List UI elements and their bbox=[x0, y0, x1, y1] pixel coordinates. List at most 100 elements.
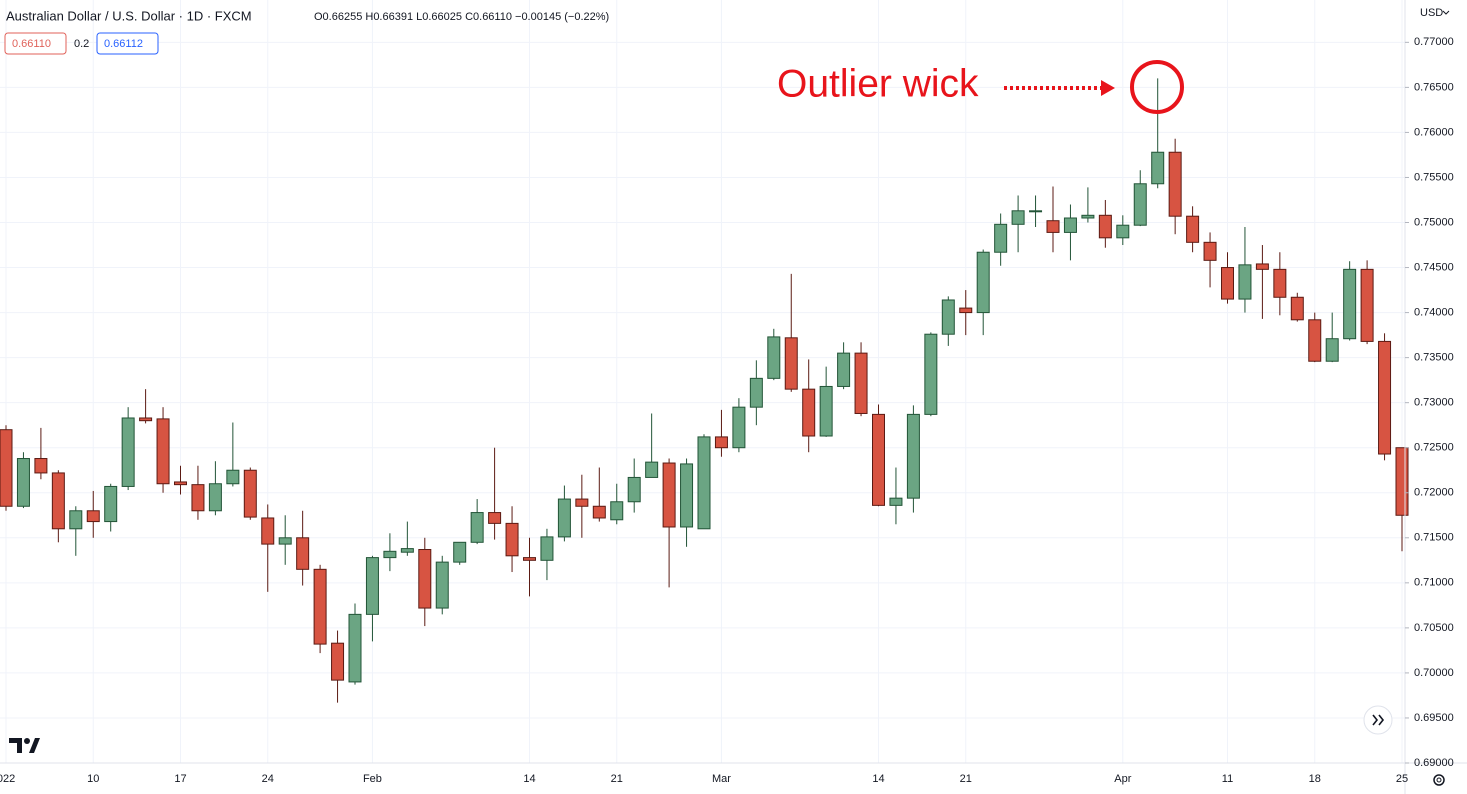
candle-body bbox=[1378, 340, 1392, 455]
scroll-icon[interactable] bbox=[1372, 714, 1385, 726]
candle-body bbox=[1360, 268, 1374, 342]
candle-body bbox=[889, 497, 903, 506]
candle-body bbox=[1255, 263, 1269, 270]
currency[interactable]: USD bbox=[1420, 7, 1443, 19]
candle-body bbox=[906, 413, 920, 499]
candle-body bbox=[1203, 241, 1217, 261]
candle-body bbox=[1325, 338, 1339, 362]
candle-body bbox=[732, 406, 746, 449]
candle-body bbox=[714, 436, 728, 449]
candle-body bbox=[1186, 215, 1200, 243]
chart-title: Australian Dollar / U.S. Dollar · 1D · F… bbox=[6, 8, 252, 23]
y-tick-label: 0.71000 bbox=[1414, 577, 1454, 589]
candle-body bbox=[121, 417, 135, 487]
y-tick-label: 0.74500 bbox=[1414, 261, 1454, 273]
candle-body bbox=[1343, 268, 1357, 340]
candle-body bbox=[1395, 447, 1409, 516]
candle-body bbox=[1290, 296, 1304, 321]
y-tick-label: 0.74000 bbox=[1414, 306, 1454, 318]
y-tick-label: 0.77000 bbox=[1414, 36, 1454, 48]
x-tick-label: 17 bbox=[174, 773, 186, 785]
candle-body bbox=[261, 517, 275, 545]
candle-body bbox=[1221, 267, 1234, 300]
candle-body bbox=[749, 377, 763, 408]
y-tick-label: 0.76500 bbox=[1414, 81, 1454, 93]
buy-box[interactable] bbox=[96, 32, 159, 55]
candle-body bbox=[523, 557, 536, 561]
candle-body bbox=[86, 510, 100, 523]
buy-price[interactable]: 0.66112 bbox=[104, 38, 143, 50]
candle-body bbox=[575, 498, 589, 507]
candle-body bbox=[139, 417, 153, 422]
spread: 0.2 bbox=[74, 38, 89, 50]
candle-body bbox=[610, 501, 624, 521]
candle-body bbox=[1081, 214, 1095, 219]
x-tick-label: 21 bbox=[960, 773, 972, 785]
candle-body bbox=[313, 568, 327, 645]
candle-body bbox=[296, 537, 310, 570]
currency-caret[interactable] bbox=[1442, 10, 1450, 15]
y-tick-label: 0.72000 bbox=[1414, 487, 1454, 499]
candle-body bbox=[697, 436, 711, 530]
candle-body bbox=[104, 485, 118, 523]
candle-body bbox=[784, 337, 798, 390]
x-tick-label: 21 bbox=[611, 773, 623, 785]
candle-body bbox=[1133, 183, 1147, 226]
candle-body bbox=[994, 223, 1008, 253]
candle-body bbox=[34, 458, 48, 474]
candle-body bbox=[1063, 217, 1077, 233]
x-tick-label: 11 bbox=[1222, 773, 1233, 785]
candle-body bbox=[365, 557, 379, 615]
candle-body bbox=[627, 476, 641, 503]
candle-body bbox=[645, 461, 659, 478]
candle-body bbox=[51, 472, 65, 530]
candle-body bbox=[400, 548, 414, 553]
sell-box[interactable] bbox=[4, 32, 67, 55]
x-tick-label: 18 bbox=[1309, 773, 1321, 785]
candle-body bbox=[959, 307, 973, 314]
y-tick-label: 0.69500 bbox=[1414, 712, 1454, 724]
candle-body bbox=[802, 388, 816, 437]
sell-price[interactable]: 0.66110 bbox=[12, 38, 51, 50]
candle-body bbox=[837, 352, 851, 387]
candle-body bbox=[1238, 264, 1252, 300]
candle-body bbox=[976, 251, 990, 314]
candle-body bbox=[16, 458, 30, 507]
candle-body bbox=[383, 550, 397, 559]
candles bbox=[0, 78, 1409, 703]
candle-body bbox=[348, 613, 362, 683]
candle-body bbox=[1151, 151, 1165, 185]
x-tick-label: 10 bbox=[87, 773, 99, 785]
x-tick-label: 022 bbox=[0, 773, 15, 785]
candle-body bbox=[1046, 220, 1060, 233]
settings-icon[interactable] bbox=[1433, 774, 1445, 786]
y-tick-label: 0.73000 bbox=[1414, 397, 1454, 409]
x-tick-label: 24 bbox=[262, 773, 274, 785]
x-tick-label: 25 bbox=[1396, 773, 1408, 785]
y-tick-label: 0.75500 bbox=[1414, 171, 1454, 183]
candle-body bbox=[418, 549, 432, 609]
candle-body bbox=[941, 299, 955, 335]
candle-body bbox=[470, 512, 484, 543]
ohlc-readout: O0.66255 H0.66391 L0.66025 C0.66110 −0.0… bbox=[314, 11, 609, 23]
y-tick-label: 0.70000 bbox=[1414, 667, 1454, 679]
candle-body bbox=[191, 484, 205, 512]
x-tick-label: Mar bbox=[712, 773, 731, 785]
candle-body bbox=[1273, 268, 1287, 298]
candle-body bbox=[924, 333, 938, 415]
candle-body bbox=[1116, 224, 1130, 239]
annotation: Outlier wick bbox=[777, 60, 1184, 114]
y-tick-label: 0.73500 bbox=[1414, 352, 1454, 364]
candle-body bbox=[819, 385, 833, 437]
candle-body bbox=[156, 418, 170, 485]
grid bbox=[0, 0, 1405, 764]
candle-body bbox=[767, 336, 781, 379]
candle-body bbox=[1308, 319, 1322, 362]
candle-body bbox=[662, 462, 676, 528]
x-tick-label: Apr bbox=[1114, 773, 1131, 785]
candle-body bbox=[592, 505, 606, 519]
y-tick-label: 0.69000 bbox=[1414, 757, 1454, 769]
candle-body bbox=[1168, 151, 1182, 217]
y-tick-label: 0.70500 bbox=[1414, 622, 1454, 634]
